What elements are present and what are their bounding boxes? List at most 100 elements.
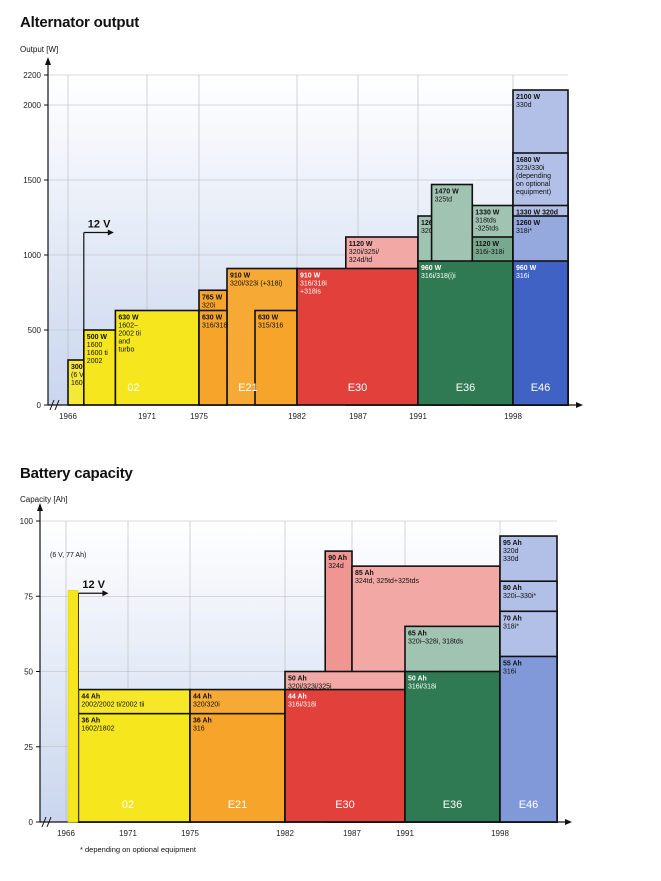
bat-bar-label: 55 Ah 316i <box>503 660 522 675</box>
bat-12v-marker-arrowhead <box>102 590 109 597</box>
alt-bar-label-line: 320i/325i/ <box>349 249 379 256</box>
alt-bar-label: 630 W 1602– 2002 tii and turbo <box>118 315 141 354</box>
bat-bar-label: 50 Ah 320i/323i/325i <box>288 676 332 691</box>
bat-x-tick-label: 1991 <box>396 829 414 838</box>
alt-bar-step <box>417 260 514 406</box>
bat-y-tick-label: 100 <box>20 517 34 526</box>
alt-y-tick-label: 1500 <box>23 176 41 185</box>
alt-bar-label-line: 960 W <box>421 265 442 272</box>
bat-bar-label-line: 316i <box>503 668 517 675</box>
alt-bar-label-line: 765 W <box>202 294 223 301</box>
bat-bar-label: 50 Ah 316i/318i <box>408 676 437 691</box>
alt-bar-label: 1680 W 323i/330i (depending on optional equi… <box>516 157 551 196</box>
alt-bar-label-line: 1600-2 <box>71 380 93 387</box>
bat-bar-label-line: 50 Ah <box>408 676 427 683</box>
bat-generation-label: E46 <box>519 799 539 811</box>
alt-bar-label-line: 316i <box>516 273 530 280</box>
bat-bar-label-line: 330d <box>503 556 519 563</box>
alt-bar-label: 960 W 316i <box>516 265 537 280</box>
alt-x-tick-label: 1991 <box>409 412 427 421</box>
bat-bar-label-line: 2002/2002 ti/2002 tii <box>81 702 144 709</box>
bat-12v-marker-label: 12 V <box>82 579 105 591</box>
bat-generation-label: E36 <box>443 799 463 811</box>
bat-y-axis-arrow <box>37 503 43 511</box>
alt-bar-label-line: 324d/td <box>349 257 372 264</box>
battery-footnote: * depending on optional equipment <box>80 845 196 854</box>
alt-generation-label: 02 <box>127 382 139 394</box>
bat-bar-label-line: 44 Ah <box>81 694 100 701</box>
bat-bar-label: 44 Ah 320/320i <box>193 694 220 709</box>
bat-y-tick-label: 0 <box>29 818 34 827</box>
bat-bar-label-line: 320i/323i/325i <box>288 684 332 691</box>
alt-bar-label-line: 1600 <box>87 342 103 349</box>
bat-bar-label-line: 316 <box>193 726 205 733</box>
alt-bar-label-line: 630 W <box>258 315 279 322</box>
alt-bar-label-line: 1602– <box>118 323 138 330</box>
alternator-chart-title: Alternator output <box>20 14 140 31</box>
alt-bar-label-line: 325td <box>435 197 453 204</box>
bat-bar-label-line: 324td, 325td+325tds <box>355 578 420 585</box>
alt-bar-label-line: 330d <box>516 102 532 109</box>
alt-x-tick-label: 1998 <box>504 412 522 421</box>
alt-bar-label-line: 320i/323i (+318i) <box>230 281 282 288</box>
alt-12v-marker-arrowhead <box>107 229 114 236</box>
bat-bar-label: 90 Ah 324d <box>328 555 347 570</box>
bat-bar-label-line: 320i–328i, 318tds <box>408 638 464 645</box>
alt-bar-label: 630 W 315/316 <box>258 315 283 330</box>
bat-bar-label-line: 36 Ah <box>193 718 212 725</box>
alt-x-tick-label: 1971 <box>138 412 156 421</box>
alt-bar-label-line: 1120 W <box>475 241 499 248</box>
bat-bar-label: 36 Ah 316 <box>193 718 212 733</box>
alt-x-tick-label: 1982 <box>288 412 306 421</box>
bat-x-tick-label: 1982 <box>276 829 294 838</box>
alt-bar-label-line: 316/318i <box>300 281 327 288</box>
alt-generation-label: E30 <box>348 382 368 394</box>
bat-bar-label-line: 85 Ah <box>355 570 374 577</box>
bat-x-axis-arrow <box>565 819 572 825</box>
alt-bar-label: 1470 W 325td <box>435 189 460 204</box>
alt-bar-label-line: 2002 <box>87 358 103 365</box>
alt-bar-label: 1120 W 320i/325i/324d/td <box>349 241 379 264</box>
alt-bar-label-line: 1600 ti <box>87 350 108 357</box>
bat-bar-label-line: 50 Ah <box>288 676 307 683</box>
alt-bar-label-line: equipment) <box>516 189 551 196</box>
alt-bar-label-line: 630 W <box>118 315 139 322</box>
alt-bar-label: 910 W 316/318i +318is <box>300 273 327 296</box>
bat-x-tick-label: 1998 <box>491 829 509 838</box>
bat-bar-label: 44 Ah 316i/318i <box>288 694 317 709</box>
alt-bar-label-line: 2002 tii <box>118 331 141 338</box>
alt-bar-label-line: 320i <box>202 302 216 309</box>
bat-x-tick-label: 1975 <box>181 829 199 838</box>
alt-bar-label-line: 318i* <box>516 228 532 235</box>
alt-bar-label-line: 960 W <box>516 265 537 272</box>
alt-bar-label-line: 1260 W <box>516 220 541 227</box>
bat-generation-label: E30 <box>335 799 355 811</box>
bat-6v-annotation: (6 V, 77 Ah) <box>50 552 86 559</box>
alt-bar-label: 630 W 316/318 <box>202 315 227 330</box>
alt-y-tick-label: 0 <box>37 401 42 410</box>
alt-12v-marker-label: 12 V <box>88 219 111 231</box>
alt-bar-label-line: 315/316 <box>258 323 283 330</box>
alt-bar-label: 2100 W 330d <box>516 94 541 109</box>
bat-bar-label-line: 65 Ah <box>408 630 427 637</box>
alt-y-tick-label: 500 <box>28 326 42 335</box>
alt-x-tick-label: 1975 <box>190 412 208 421</box>
alt-bar-label: 1260 W 318i* <box>516 220 541 235</box>
alt-axis-break <box>49 399 60 411</box>
alt-y-axis-arrow <box>45 57 51 65</box>
alt-y-tick-label: 2200 <box>23 71 41 80</box>
alt-bar-label-line: on optional <box>516 181 551 188</box>
bat-bar-label: 44 Ah 2002/2002 ti/2002 tii <box>81 694 144 709</box>
alt-x-tick-label: 1966 <box>59 412 77 421</box>
bat-x-tick-label: 1966 <box>57 829 75 838</box>
alt-bar-step <box>198 309 228 406</box>
alt-bar-label-line: 1330 W <box>475 210 500 217</box>
bat-bar-label-line: 320/320i <box>193 702 220 709</box>
alt-bar-step <box>512 260 569 406</box>
alt-bar-label: 1330 W 320d <box>516 210 558 217</box>
bat-bar-label-line: 324d <box>328 563 344 570</box>
alt-bar-label: 765 W 320i <box>202 294 223 309</box>
bat-bar-label-line: 90 Ah <box>328 555 347 562</box>
